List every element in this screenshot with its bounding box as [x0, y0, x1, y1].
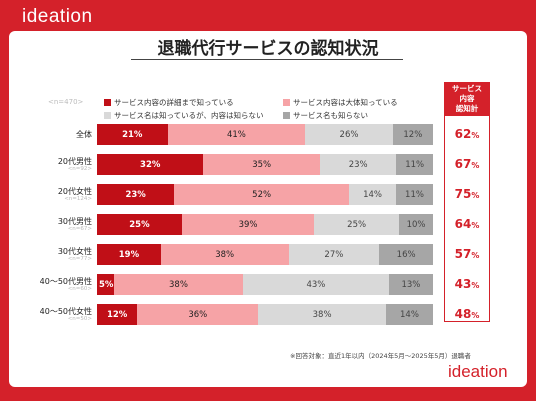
footnote: ※回答対象：直近1年以内（2024年5月〜2025年5月）退職者 [290, 352, 471, 360]
bar-segment: 38% [258, 304, 386, 325]
awareness-total-value: 67% [454, 157, 480, 171]
bar-segment: 21% [97, 124, 168, 145]
title-underline [131, 59, 403, 60]
bar-segment: 52% [174, 184, 349, 205]
category-label: 30代男性 [57, 217, 92, 226]
category-sample-size: <n=67> [67, 226, 92, 232]
bar-segment: 23% [319, 154, 397, 175]
sample-size-total: <n=470> [48, 98, 84, 106]
legend-label-2: サービス内容は大体知っている [293, 98, 398, 107]
category-label: 40～50代女性 [39, 307, 92, 316]
bar-segment: 39% [181, 214, 315, 235]
category-sample-size: <n=50> [67, 316, 92, 322]
legend-label-3: サービス名は知っているが、内容は知らない [114, 111, 264, 120]
bar-segment: 27% [288, 244, 380, 265]
bar-segment: 25% [314, 214, 400, 235]
awareness-total-header: サービス 内容 認知計 [444, 82, 490, 116]
bar-segment: 12% [97, 304, 138, 325]
awareness-total-value: 43% [454, 277, 480, 291]
chart-title: 退職代行サービスの認知状況 [157, 39, 379, 59]
bar-segment: 26% [305, 124, 393, 145]
legend-swatch-2 [283, 99, 290, 106]
category-sample-size: <n=60> [67, 286, 92, 292]
category-sample-size: <n=77> [67, 256, 92, 262]
content-card [9, 31, 527, 387]
bar-segment: 13% [388, 274, 433, 295]
brand-logo-top: ideation [22, 6, 93, 27]
category-label: 40～50代男性 [39, 277, 92, 286]
awareness-total-value: 64% [454, 217, 480, 231]
category-label: 20代男性 [57, 157, 92, 166]
bar-segment: 14% [349, 184, 397, 205]
awareness-total-value: 48% [454, 307, 480, 321]
bar-segment: 35% [203, 154, 320, 175]
legend-swatch-3 [104, 112, 111, 119]
category-label: 20代女性 [57, 187, 92, 196]
legend-item-1: サービス内容の詳細まで知っている [104, 97, 234, 108]
awareness-total-value: 62% [454, 127, 480, 141]
brand-logo-bottom: ideation [448, 362, 508, 381]
legend-swatch-1 [104, 99, 111, 106]
bar-segment: 12% [392, 124, 433, 145]
bar-segment: 19% [97, 244, 161, 265]
awareness-total-header-line2: 内容 [459, 94, 475, 103]
bar-segment: 16% [379, 244, 433, 265]
bar-segment: 11% [396, 184, 433, 205]
bar-segment: 38% [113, 274, 243, 295]
bar-segment: 38% [160, 244, 289, 265]
legend-item-2: サービス内容は大体知っている [283, 97, 398, 108]
category-sample-size: <n=92> [67, 166, 92, 172]
bar-segment: 10% [399, 214, 433, 235]
awareness-total-header-line1: サービス [452, 84, 482, 93]
bar-segment: 43% [242, 274, 389, 295]
category-sample-size: <n=124> [64, 196, 92, 202]
bar-segment: 5% [97, 274, 114, 295]
bar-segment: 41% [167, 124, 306, 145]
legend-label-4: サービス名も知らない [293, 111, 368, 120]
bar-segment: 25% [97, 214, 182, 235]
legend-item-4: サービス名も知らない [283, 110, 368, 121]
bar-segment: 23% [97, 184, 175, 205]
awareness-total-box [444, 82, 490, 322]
bar-segment: 36% [137, 304, 259, 325]
awareness-total-header-line3: 認知計 [455, 104, 479, 113]
legend-item-3: サービス名は知っているが、内容は知らない [104, 110, 263, 121]
category-label: 30代女性 [57, 247, 92, 256]
legend-swatch-4 [283, 112, 290, 119]
awareness-total-value: 75% [454, 187, 480, 201]
category-label: 全体 [76, 130, 92, 139]
awareness-total-value: 57% [454, 247, 480, 261]
bar-segment: 32% [97, 154, 204, 175]
bar-segment: 14% [385, 304, 433, 325]
bar-segment: 11% [396, 154, 433, 175]
legend-label-1: サービス内容の詳細まで知っている [114, 98, 234, 107]
